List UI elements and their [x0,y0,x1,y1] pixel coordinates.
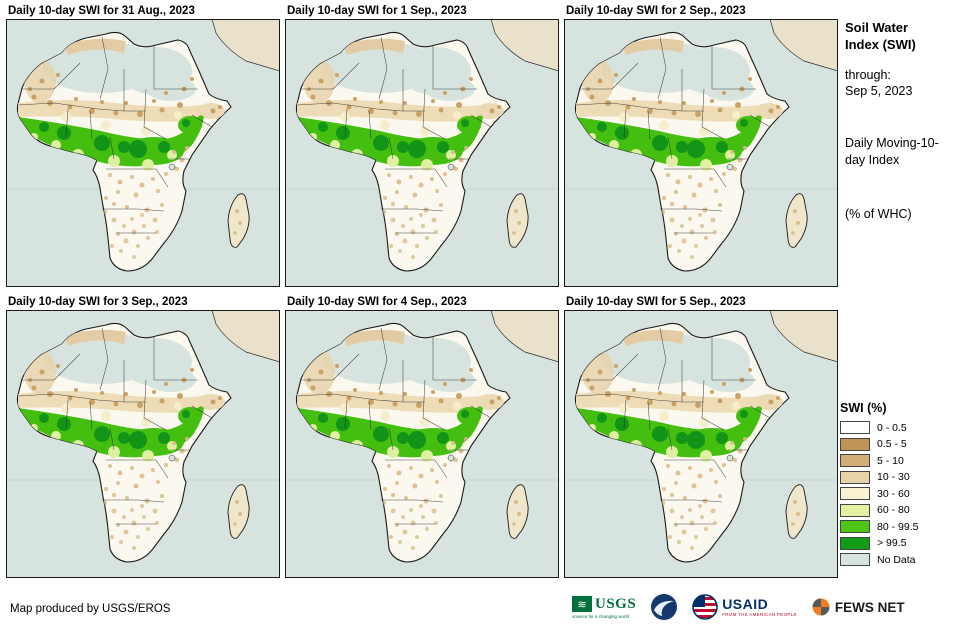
legend-row: 10 - 30 [840,470,918,484]
africa-swi-map [564,19,838,287]
usgs-logo: ≋ USGS science for a changing world [572,596,636,619]
usaid-logo: USAID FROM THE AMERICAN PEOPLE [692,594,797,620]
credit-text: Map produced by USGS/EROS [10,603,171,615]
legend-swatch [840,553,870,566]
legend-row: 60 - 80 [840,503,918,517]
map-panel: Daily 10-day SWI for 1 Sep., 2023 [285,2,559,287]
moving-index-label: Daily Moving-10-day Index [845,136,939,167]
legend-row: 30 - 60 [840,487,918,500]
panel-title: Daily 10-day SWI for 5 Sep., 2023 [566,296,746,308]
sidebar-title: Soil Water Index (SWI) [845,20,916,52]
maps-grid: Daily 10-day SWI for 31 Aug., 2023 Daily… [6,2,838,578]
legend-row: 0.5 - 5 [840,437,918,451]
africa-swi-map [564,310,838,578]
panel-title: Daily 10-day SWI for 31 Aug., 2023 [8,5,195,17]
noaa-seagull-icon [651,594,678,620]
legend-row: 80 - 99.5 [840,520,918,533]
legend-label: 30 - 60 [877,487,910,500]
map-panel: Daily 10-day SWI for 5 Sep., 2023 [564,293,838,578]
map-panel: Daily 10-day SWI for 3 Sep., 2023 [6,293,280,578]
legend-label: No Data [877,553,916,566]
africa-swi-map [285,310,559,578]
usgs-label: USGS [595,595,637,612]
legend-label: 0.5 - 5 [877,438,907,450]
legend-row: No Data [840,553,918,566]
usaid-seal-icon [692,594,718,620]
map-panel: Daily 10-day SWI for 2 Sep., 2023 [564,2,838,287]
legend-title: SWI (%) [840,401,887,415]
legend-swatch [840,454,870,467]
panel-title: Daily 10-day SWI for 2 Sep., 2023 [566,5,746,17]
africa-swi-map [285,19,559,287]
usgs-wave-icon: ≋ [572,596,592,612]
africa-swi-map [6,310,280,578]
fewsnet-logo: FEWS NET [812,598,905,616]
legend-label: 60 - 80 [877,504,910,516]
legend-swatch [840,487,870,500]
sidebar: Soil Water Index (SWI) through: Sep 5, 2… [845,20,963,222]
fewsnet-globe-icon [812,598,830,616]
legend-label: > 99.5 [877,537,907,549]
through-label: through: [845,67,891,82]
legend-row: 5 - 10 [840,454,918,467]
legend-swatch [840,470,870,484]
units-label: (% of WHC) [845,206,912,221]
swi-legend: SWI (%) 0 - 0.5 0.5 - 5 5 - 10 10 - 30 3… [840,401,918,570]
panel-title: Daily 10-day SWI for 4 Sep., 2023 [287,296,467,308]
legend-swatch [840,520,870,533]
legend-swatch [840,437,870,451]
fewsnet-label: FEWS NET [834,599,905,615]
legend-label: 0 - 0.5 [877,421,907,434]
legend-label: 80 - 99.5 [877,520,919,533]
legend-swatch [840,536,870,550]
legend-swatch [840,503,870,517]
panel-title: Daily 10-day SWI for 1 Sep., 2023 [287,5,467,17]
noaa-logo [651,594,678,620]
panel-title: Daily 10-day SWI for 3 Sep., 2023 [8,296,188,308]
map-panel: Daily 10-day SWI for 4 Sep., 2023 [285,293,559,578]
through-date: Sep 5, 2023 [845,84,913,99]
legend-label: 5 - 10 [877,454,904,467]
usaid-label: USAID [722,595,769,612]
usgs-tagline: science for a changing world [572,613,630,619]
logos-row: ≋ USGS science for a changing world [572,591,905,623]
legend-row: 0 - 0.5 [840,421,918,434]
legend-row: > 99.5 [840,536,918,550]
africa-swi-map [6,19,280,287]
legend-label: 10 - 30 [877,471,910,483]
legend-swatch [840,421,870,434]
usaid-tagline: FROM THE AMERICAN PEOPLE [722,611,797,617]
map-panel: Daily 10-day SWI for 31 Aug., 2023 [6,2,280,287]
